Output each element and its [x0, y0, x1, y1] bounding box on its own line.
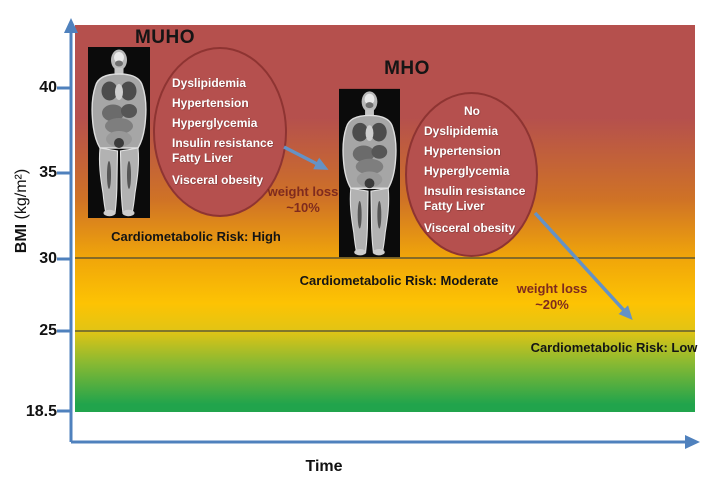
condition-item: Visceral obesity [424, 221, 516, 235]
bmi-25-gridline [75, 330, 695, 332]
x-axis-title: Time [305, 458, 343, 475]
mho-conditions-ellipse: No Dyslipidemia Hypertension Hyperglycem… [405, 92, 538, 257]
risk-label-high: Cardiometabolic Risk: High [111, 229, 281, 244]
weight-loss-percent: ~10% [286, 200, 320, 215]
y-tick-label-30: 30 [39, 250, 57, 267]
weight-loss-20-annotation: weight loss ~20% [497, 281, 607, 313]
body-mri-image-muho [88, 47, 150, 218]
risk-label-moderate: Cardiometabolic Risk: Moderate [299, 273, 499, 288]
condition-item: Hypertension [172, 96, 249, 110]
weight-loss-percent: ~20% [535, 297, 569, 312]
y-tick-label-18-5: 18.5 [25, 403, 57, 420]
weight-loss-10-annotation: weight loss ~10% [248, 184, 358, 216]
y-tick-label-35: 35 [39, 164, 57, 181]
condition-item: Dyslipidemia [424, 124, 499, 138]
weight-loss-text: weight loss [516, 281, 588, 296]
bmi-30-gridline [75, 257, 695, 259]
condition-negation: No [464, 104, 480, 118]
condition-item: Insulin resistance [424, 184, 526, 198]
y-tick-label-25: 25 [39, 322, 57, 339]
condition-item: Dyslipidemia [172, 76, 247, 90]
y-axis-title-unit: (kg/m²) [13, 168, 30, 220]
muho-conditions-ellipse: Dyslipidemia Hypertension Hyperglycemia … [153, 47, 287, 217]
condition-item: Fatty Liver [172, 151, 233, 165]
y-axis-title: BMI (kg/m²) [9, 131, 35, 291]
condition-item: Hyperglycemia [172, 116, 258, 130]
condition-item: Hypertension [424, 144, 501, 158]
condition-item: Visceral obesity [172, 173, 264, 187]
condition-item: Insulin resistance [172, 136, 274, 150]
y-tick-label-40: 40 [39, 79, 57, 96]
condition-item: Fatty Liver [424, 199, 485, 213]
mho-label: MHO [384, 58, 430, 79]
weight-loss-text: weight loss [267, 184, 339, 199]
condition-item: Hyperglycemia [424, 164, 510, 178]
muho-label: MUHO [134, 27, 196, 48]
body-mri-image-mho [339, 88, 400, 258]
y-axis-title-bmi: BMI [13, 223, 30, 254]
risk-label-low: Cardiometabolic Risk: Low [530, 340, 698, 355]
